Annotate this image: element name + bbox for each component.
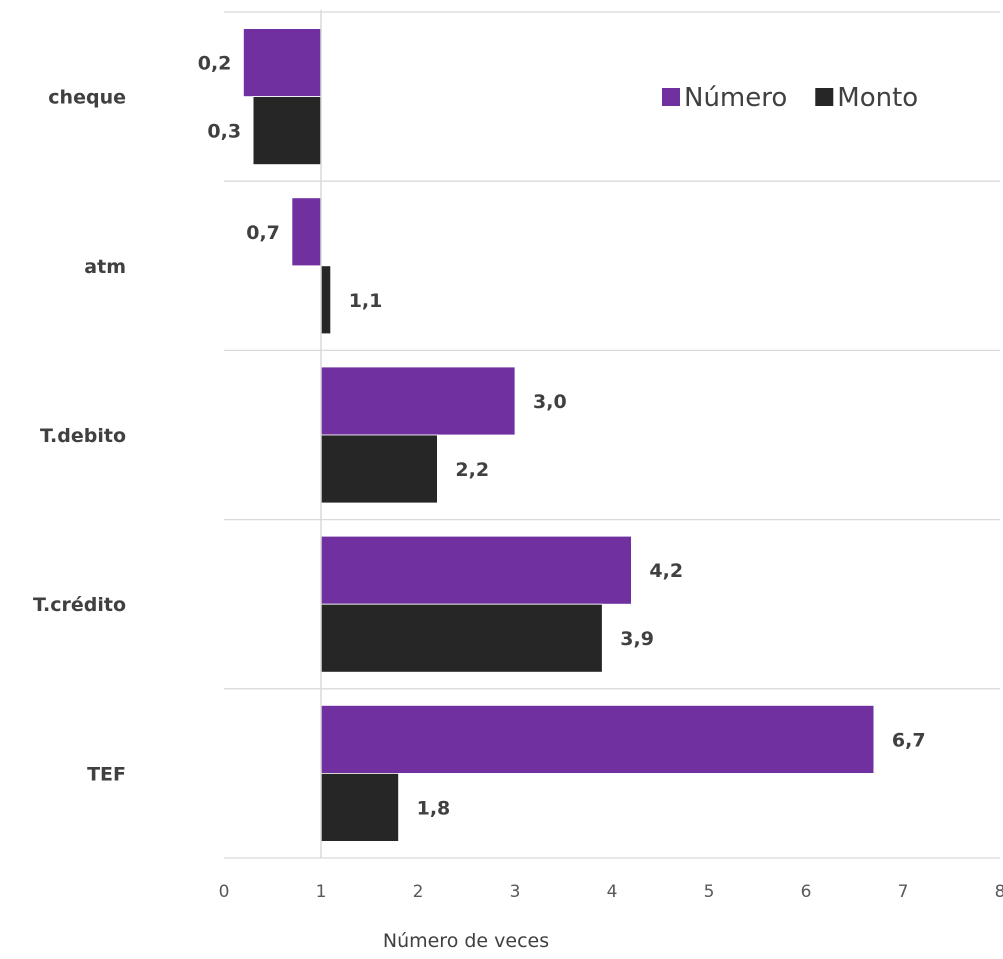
legend-label: Número [684, 83, 787, 113]
x-tick-label: 6 [801, 882, 812, 902]
x-tick-label: 1 [316, 882, 327, 902]
value-label: 4,2 [649, 560, 683, 582]
x-tick-label: 5 [704, 882, 715, 902]
value-label: 3,9 [620, 628, 654, 650]
value-labels: 0,2 0,3 0,7 1,1 3,0 2,2 4,2 3,9 6,7 1,8 [198, 53, 926, 820]
bar-número-atm [291, 197, 322, 267]
x-tick-label: 8 [995, 882, 1003, 902]
legend-swatch-número [662, 88, 680, 106]
x-tick-label: 2 [413, 882, 424, 902]
x-tick-label: 3 [510, 882, 521, 902]
category-label: TEF [87, 763, 126, 785]
category-label: T.crédito [33, 594, 126, 616]
bar-monto-tdebito [320, 434, 438, 504]
grid-lines [224, 11, 1000, 859]
bar-monto-atm [320, 265, 332, 335]
value-label: 2,2 [455, 459, 489, 481]
category-label: T.debito [40, 425, 126, 447]
bars [242, 28, 875, 842]
legend-label: Monto [837, 83, 918, 113]
bar-monto-tef [320, 773, 399, 842]
legend-swatch-monto [815, 88, 834, 106]
x-axis-title: Número de veces [383, 930, 549, 952]
value-label: 3,0 [533, 391, 567, 413]
x-tick-label: 4 [607, 882, 618, 902]
x-tick-label: 0 [219, 882, 230, 902]
bar-número-tef [320, 705, 875, 774]
value-label: 1,1 [349, 290, 383, 312]
value-label: 0,7 [246, 222, 280, 244]
category-label: cheque [48, 87, 126, 109]
x-tick-labels: 0 1 2 3 4 5 6 7 8 [219, 882, 1003, 902]
x-tick-label: 7 [898, 882, 909, 902]
bar-monto-cheque [252, 96, 322, 165]
value-label: 0,2 [198, 53, 232, 75]
value-label: 0,3 [207, 121, 241, 143]
category-label: atm [84, 256, 126, 278]
bar-número-tcrdito [320, 535, 632, 605]
value-label: 6,7 [892, 729, 926, 751]
bar-monto-tcrdito [320, 603, 603, 673]
value-label: 1,8 [417, 797, 451, 819]
category-labels: cheque atm T.debito T.crédito TEF [33, 87, 126, 786]
bar-número-cheque [242, 28, 322, 98]
legend: Número Monto [662, 83, 918, 113]
bar-número-tdebito [320, 366, 516, 436]
